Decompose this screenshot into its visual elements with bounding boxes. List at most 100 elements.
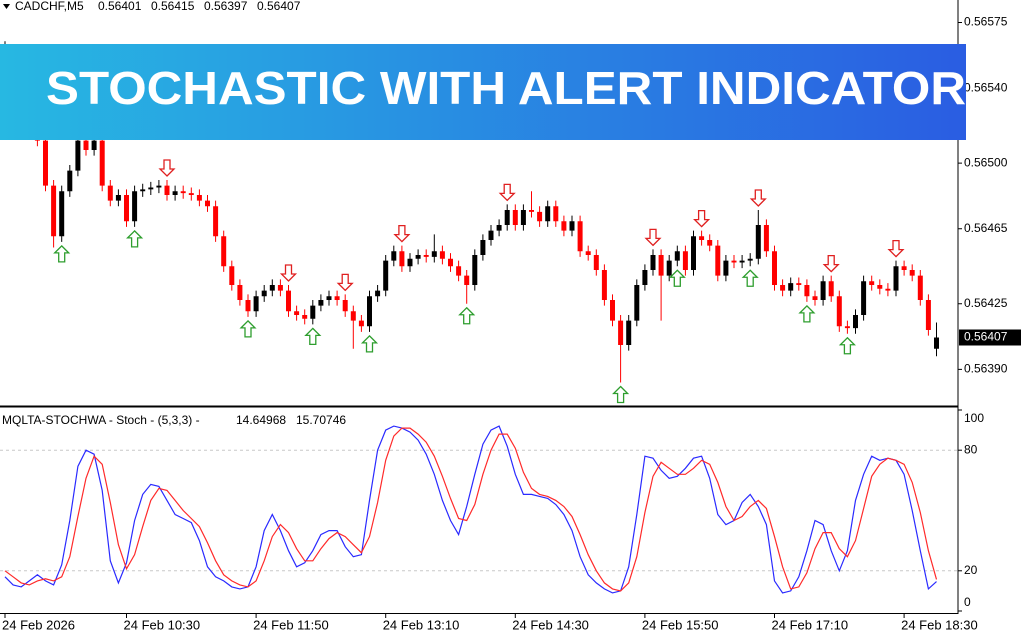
buy-arrow bbox=[360, 334, 379, 353]
candle-body bbox=[132, 191, 138, 222]
candle-body bbox=[634, 285, 640, 321]
y-tick-label: 0.56390 bbox=[964, 362, 1008, 376]
candle-body bbox=[747, 258, 753, 261]
candle-body bbox=[221, 236, 227, 267]
candle-body bbox=[585, 251, 591, 255]
ohlc-open: 0.56401 bbox=[98, 0, 142, 13]
y-tick-label: 0.56575 bbox=[964, 15, 1008, 29]
y-tick-label: 0.56500 bbox=[964, 155, 1008, 169]
sell-arrow bbox=[749, 189, 767, 207]
candle-body bbox=[739, 260, 745, 263]
candle-body bbox=[820, 281, 826, 300]
buy-arrow bbox=[612, 385, 630, 404]
candle-body bbox=[642, 270, 648, 285]
candle-body bbox=[391, 251, 397, 261]
buy-arrow bbox=[838, 336, 856, 355]
candle-body bbox=[861, 281, 867, 315]
candle-body bbox=[67, 170, 73, 192]
candle-body bbox=[107, 185, 113, 201]
candle-body bbox=[431, 251, 437, 257]
candle-body bbox=[796, 283, 802, 285]
candle-body bbox=[448, 258, 453, 267]
candle-body bbox=[196, 195, 202, 201]
candle-body bbox=[561, 221, 567, 231]
symbol-title: CADCHF,M5 bbox=[15, 0, 84, 13]
candle-body bbox=[156, 185, 162, 188]
candle-body bbox=[253, 296, 259, 312]
candle-body bbox=[812, 296, 818, 300]
candle-body bbox=[804, 285, 810, 297]
y-tick-label: 80 bbox=[964, 442, 978, 456]
ohlc-high: 0.56415 bbox=[151, 0, 195, 13]
x-tick-label: 24 Feb 10:30 bbox=[124, 617, 201, 632]
candle-body bbox=[520, 210, 526, 225]
candle-body bbox=[828, 281, 834, 297]
candle-body bbox=[869, 281, 875, 285]
x-tick-label: 24 Feb 18:30 bbox=[901, 617, 978, 632]
candle-body bbox=[407, 258, 413, 267]
candle-body bbox=[148, 187, 154, 190]
candle-body bbox=[715, 245, 721, 276]
candle-body bbox=[172, 191, 178, 195]
candle-body bbox=[269, 285, 275, 291]
x-tick-label: 24 Feb 17:10 bbox=[772, 617, 849, 632]
candle-body bbox=[496, 225, 502, 231]
candle-body bbox=[844, 326, 850, 329]
candle-body bbox=[83, 140, 89, 150]
candle-body bbox=[836, 296, 842, 327]
buy-arrow bbox=[668, 269, 686, 287]
candle-body bbox=[472, 255, 478, 285]
candle-body bbox=[415, 255, 421, 259]
candle-body bbox=[626, 320, 632, 345]
candle-body bbox=[375, 290, 381, 297]
sell-arrow bbox=[693, 209, 711, 228]
menu-triangle[interactable] bbox=[3, 4, 10, 9]
x-tick-label: 24 Feb 2026 bbox=[2, 617, 75, 632]
candle-body bbox=[480, 240, 486, 255]
candle-body bbox=[188, 193, 194, 195]
candle-body bbox=[569, 221, 575, 231]
candle-body bbox=[601, 270, 607, 300]
sell-arrow bbox=[158, 159, 176, 177]
candle-body bbox=[286, 290, 291, 312]
candle-body bbox=[277, 285, 283, 291]
candle-body bbox=[294, 311, 300, 315]
x-tick-label: 24 Feb 15:50 bbox=[642, 617, 719, 632]
y-tick-label: 0.56465 bbox=[964, 221, 1008, 235]
candle-body bbox=[59, 191, 65, 237]
sell-arrow bbox=[279, 264, 298, 282]
candle-body bbox=[99, 140, 105, 186]
candle-body bbox=[901, 266, 907, 270]
candle-body bbox=[213, 206, 219, 237]
candle-body bbox=[399, 251, 405, 267]
candle-body bbox=[723, 260, 729, 276]
candle-body bbox=[51, 185, 57, 237]
candle-body bbox=[504, 210, 510, 225]
candle-body bbox=[691, 236, 696, 270]
buy-arrow bbox=[304, 327, 322, 346]
candle-body bbox=[75, 140, 81, 171]
candle-body bbox=[350, 311, 356, 321]
candle-body bbox=[237, 285, 243, 300]
candle-body bbox=[464, 275, 470, 285]
candle-body bbox=[934, 337, 939, 349]
candle-body bbox=[780, 285, 786, 291]
candle-body bbox=[326, 296, 332, 300]
candle-body bbox=[893, 266, 899, 291]
candle-body bbox=[731, 260, 737, 263]
candle-body bbox=[342, 300, 348, 312]
candle-body bbox=[310, 305, 316, 319]
candle-body bbox=[755, 225, 761, 259]
candle-body bbox=[788, 283, 794, 291]
candle-body bbox=[512, 210, 518, 225]
candle-body bbox=[545, 206, 551, 222]
candle-body bbox=[699, 236, 705, 240]
candle-body bbox=[917, 275, 923, 300]
candle-body bbox=[140, 189, 146, 192]
indicator-title: MQLTA-STOCHWA - Stoch - (5,3,3) - bbox=[2, 413, 200, 427]
sell-arrow bbox=[887, 239, 905, 258]
y-tick-label: 100 bbox=[964, 411, 984, 425]
candle-body bbox=[853, 315, 858, 329]
candle-body bbox=[618, 320, 624, 345]
